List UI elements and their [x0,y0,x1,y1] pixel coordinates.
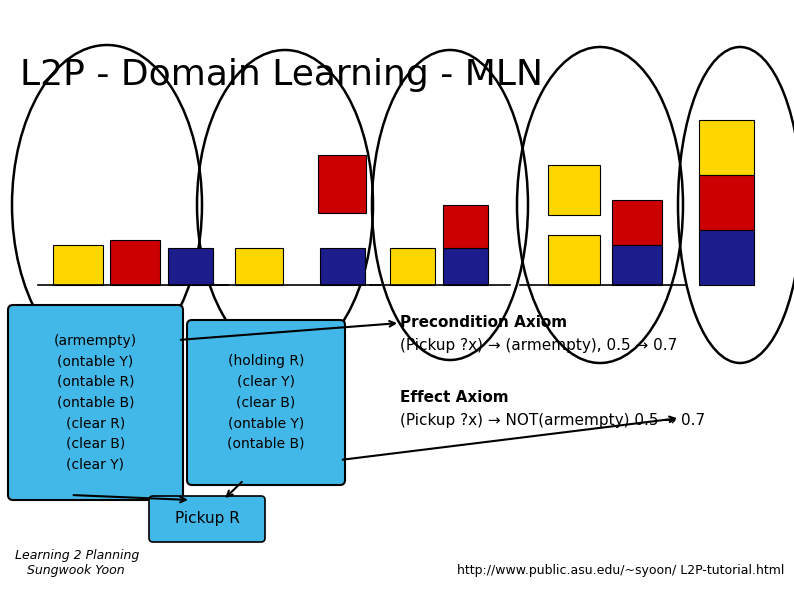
Bar [699,120,754,175]
Text: Learning 2 Planning
   Sungwook Yoon: Learning 2 Planning Sungwook Yoon [15,549,139,577]
Text: (armempty)
(ontable Y)
(ontable R)
(ontable B)
(clear R)
(clear B)
(clear Y): (armempty) (ontable Y) (ontable R) (onta… [54,334,137,471]
Bar [699,175,754,230]
Bar [548,165,600,215]
Bar [235,248,283,285]
Bar [318,155,366,213]
Text: (Pickup ?x) → (armempty), 0.5 → 0.7: (Pickup ?x) → (armempty), 0.5 → 0.7 [400,338,677,353]
Bar [548,235,600,285]
Bar [699,230,754,285]
Text: (holding R)
(clear Y)
(clear B)
(ontable Y)
(ontable B): (holding R) (clear Y) (clear B) (ontable… [227,354,305,450]
Text: Pickup R: Pickup R [175,512,240,527]
Bar [53,245,103,285]
Bar [612,200,662,245]
Bar [390,248,435,285]
Bar [168,248,213,285]
FancyBboxPatch shape [8,305,183,500]
FancyBboxPatch shape [187,320,345,485]
Bar [443,248,488,285]
Text: Precondition Axiom: Precondition Axiom [400,315,567,330]
Bar [320,248,365,285]
Text: L2P - Domain Learning - MLN: L2P - Domain Learning - MLN [20,58,543,92]
Bar [110,240,160,285]
Text: (Pickup ?x) → NOT(armempty) 0.5 → 0.7: (Pickup ?x) → NOT(armempty) 0.5 → 0.7 [400,413,705,428]
Bar [612,245,662,285]
Text: http://www.public.asu.edu/~syoon/ L2P-tutorial.html: http://www.public.asu.edu/~syoon/ L2P-tu… [457,564,784,577]
FancyBboxPatch shape [149,496,265,542]
Bar [443,205,488,248]
Text: Effect Axiom: Effect Axiom [400,390,509,405]
